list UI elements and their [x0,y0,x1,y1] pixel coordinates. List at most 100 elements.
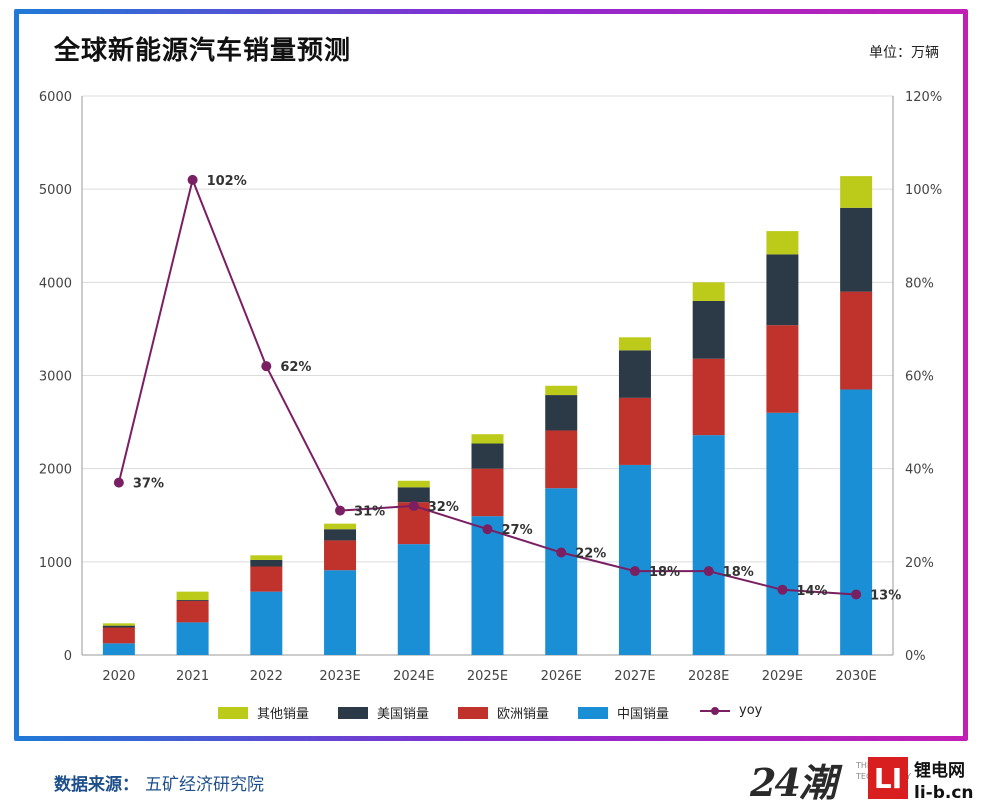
bar-us [324,529,357,541]
legend-label-yoy: yoy [739,703,763,718]
y-tick-label: 1000 [39,556,72,571]
legend-item-china: 中国销量 [578,703,669,722]
bar-other [471,434,504,444]
yoy-point [703,566,714,577]
bar-china [176,622,209,655]
bar-other [102,623,135,626]
bar-other [545,385,578,396]
y-tick-label: 6000 [39,90,72,105]
y2-tick-label: 60% [905,370,934,385]
bar-china [250,591,283,655]
x-tick-label: 2029E [762,669,803,684]
legend-label-other: 其他销量 [257,707,310,722]
legend-swatch-china [578,706,608,719]
bar-europe [618,397,651,465]
y-tick-label: 0 [64,649,72,664]
yoy-point [851,589,862,600]
x-tick-label: 2028E [688,669,729,684]
yoy-data-label: 27% [502,523,533,538]
y-tick-label: 4000 [39,276,72,291]
yoy-data-label: 37% [133,477,164,492]
bar-europe [471,468,504,517]
unit-label: 单位：万辆 [869,45,939,61]
bar-china [397,544,430,655]
source-label: 数据来源： [54,775,139,795]
source-org: 五矿经济研究院 [145,775,264,795]
bar-china [840,389,873,655]
bar-other [397,480,430,488]
bar-us [766,254,799,326]
bar-europe [545,430,578,489]
x-tick-label: 2022 [250,669,283,684]
bar-china [102,643,135,655]
bar-china [766,412,799,655]
y2-tick-label: 80% [905,276,934,291]
x-tick-label: 2030E [835,669,876,684]
bar-us [176,600,209,601]
bar-us [618,350,651,398]
x-tick-label: 2020 [102,669,135,684]
watermark-24chao: 24潮 [750,760,837,805]
data-source: 数据来源： 五矿经济研究院 [54,770,264,795]
yoy-point [261,361,272,372]
bar-us [250,559,283,567]
bar-europe [840,291,873,390]
yoy-data-label: 31% [354,505,385,520]
li-brand: 锂电网 li-b.cn [914,760,980,804]
watermark-tech-line: THE [856,761,872,770]
x-tick-label: 2023E [319,669,360,684]
legend-swatch-us [338,706,368,719]
legend-item-europe: 欧洲销量 [458,703,549,722]
bar-us [397,487,430,503]
yoy-point [777,584,788,595]
x-tick-label: 2026E [541,669,582,684]
yoy-data-label: 18% [723,565,754,580]
bar-europe [692,358,725,436]
y2-tick-label: 0% [905,649,926,664]
y2-tick-label: 40% [905,463,934,478]
chart-legend: 其他销量 美国销量 欧洲销量 中国销量 yoy [0,703,985,723]
yoy-point [113,477,124,488]
chart-title: 全球新能源汽车销量预测 [54,36,352,66]
yoy-data-label: 14% [796,584,827,599]
legend-label-us: 美国销量 [377,707,430,722]
y2-tick-label: 20% [905,556,934,571]
li-brand-name: 锂电网 [914,761,965,781]
bar-other [692,282,725,301]
yoy-data-label: 13% [870,588,901,603]
x-tick-label: 2024E [393,669,434,684]
yoy-point [408,500,419,511]
y-tick-label: 3000 [39,370,72,385]
bar-other [324,523,357,530]
yoy-data-label: 22% [575,547,606,562]
legend-item-other: 其他销量 [218,703,309,722]
legend-label-europe: 欧洲销量 [497,707,550,722]
bar-europe [102,627,135,644]
bar-us [545,395,578,431]
bar-china [545,488,578,655]
yoy-point [482,524,493,535]
bar-us [102,625,135,628]
yoy-point [335,505,346,516]
yoy-point [629,566,640,577]
bar-china [692,435,725,655]
legend-swatch-yoy [700,705,730,717]
bar-us [692,300,725,359]
yoy-data-label: 32% [428,500,459,515]
bar-other [840,176,873,208]
bar-other [766,231,799,255]
bar-china [618,464,651,655]
legend-item-yoy: yoy [700,703,762,718]
bar-us [840,207,873,292]
bar-europe [324,540,357,571]
y2-tick-label: 100% [905,183,942,198]
legend-swatch-other [218,706,248,719]
legend-swatch-europe [458,706,488,719]
x-tick-label: 2021 [176,669,209,684]
bar-china [324,570,357,655]
yoy-data-label: 102% [207,174,247,189]
bar-china [471,516,504,655]
bar-us [471,443,504,469]
legend-item-us: 美国销量 [338,703,429,722]
